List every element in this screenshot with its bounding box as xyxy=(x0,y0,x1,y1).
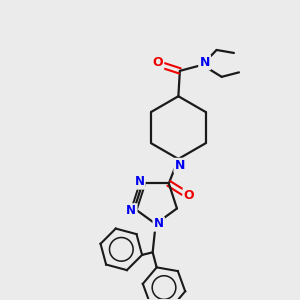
Text: O: O xyxy=(152,56,163,69)
Text: N: N xyxy=(154,218,164,230)
Text: N: N xyxy=(134,176,145,188)
Text: O: O xyxy=(184,189,194,202)
Text: N: N xyxy=(200,56,210,69)
Text: N: N xyxy=(175,159,185,172)
Text: N: N xyxy=(126,204,136,218)
